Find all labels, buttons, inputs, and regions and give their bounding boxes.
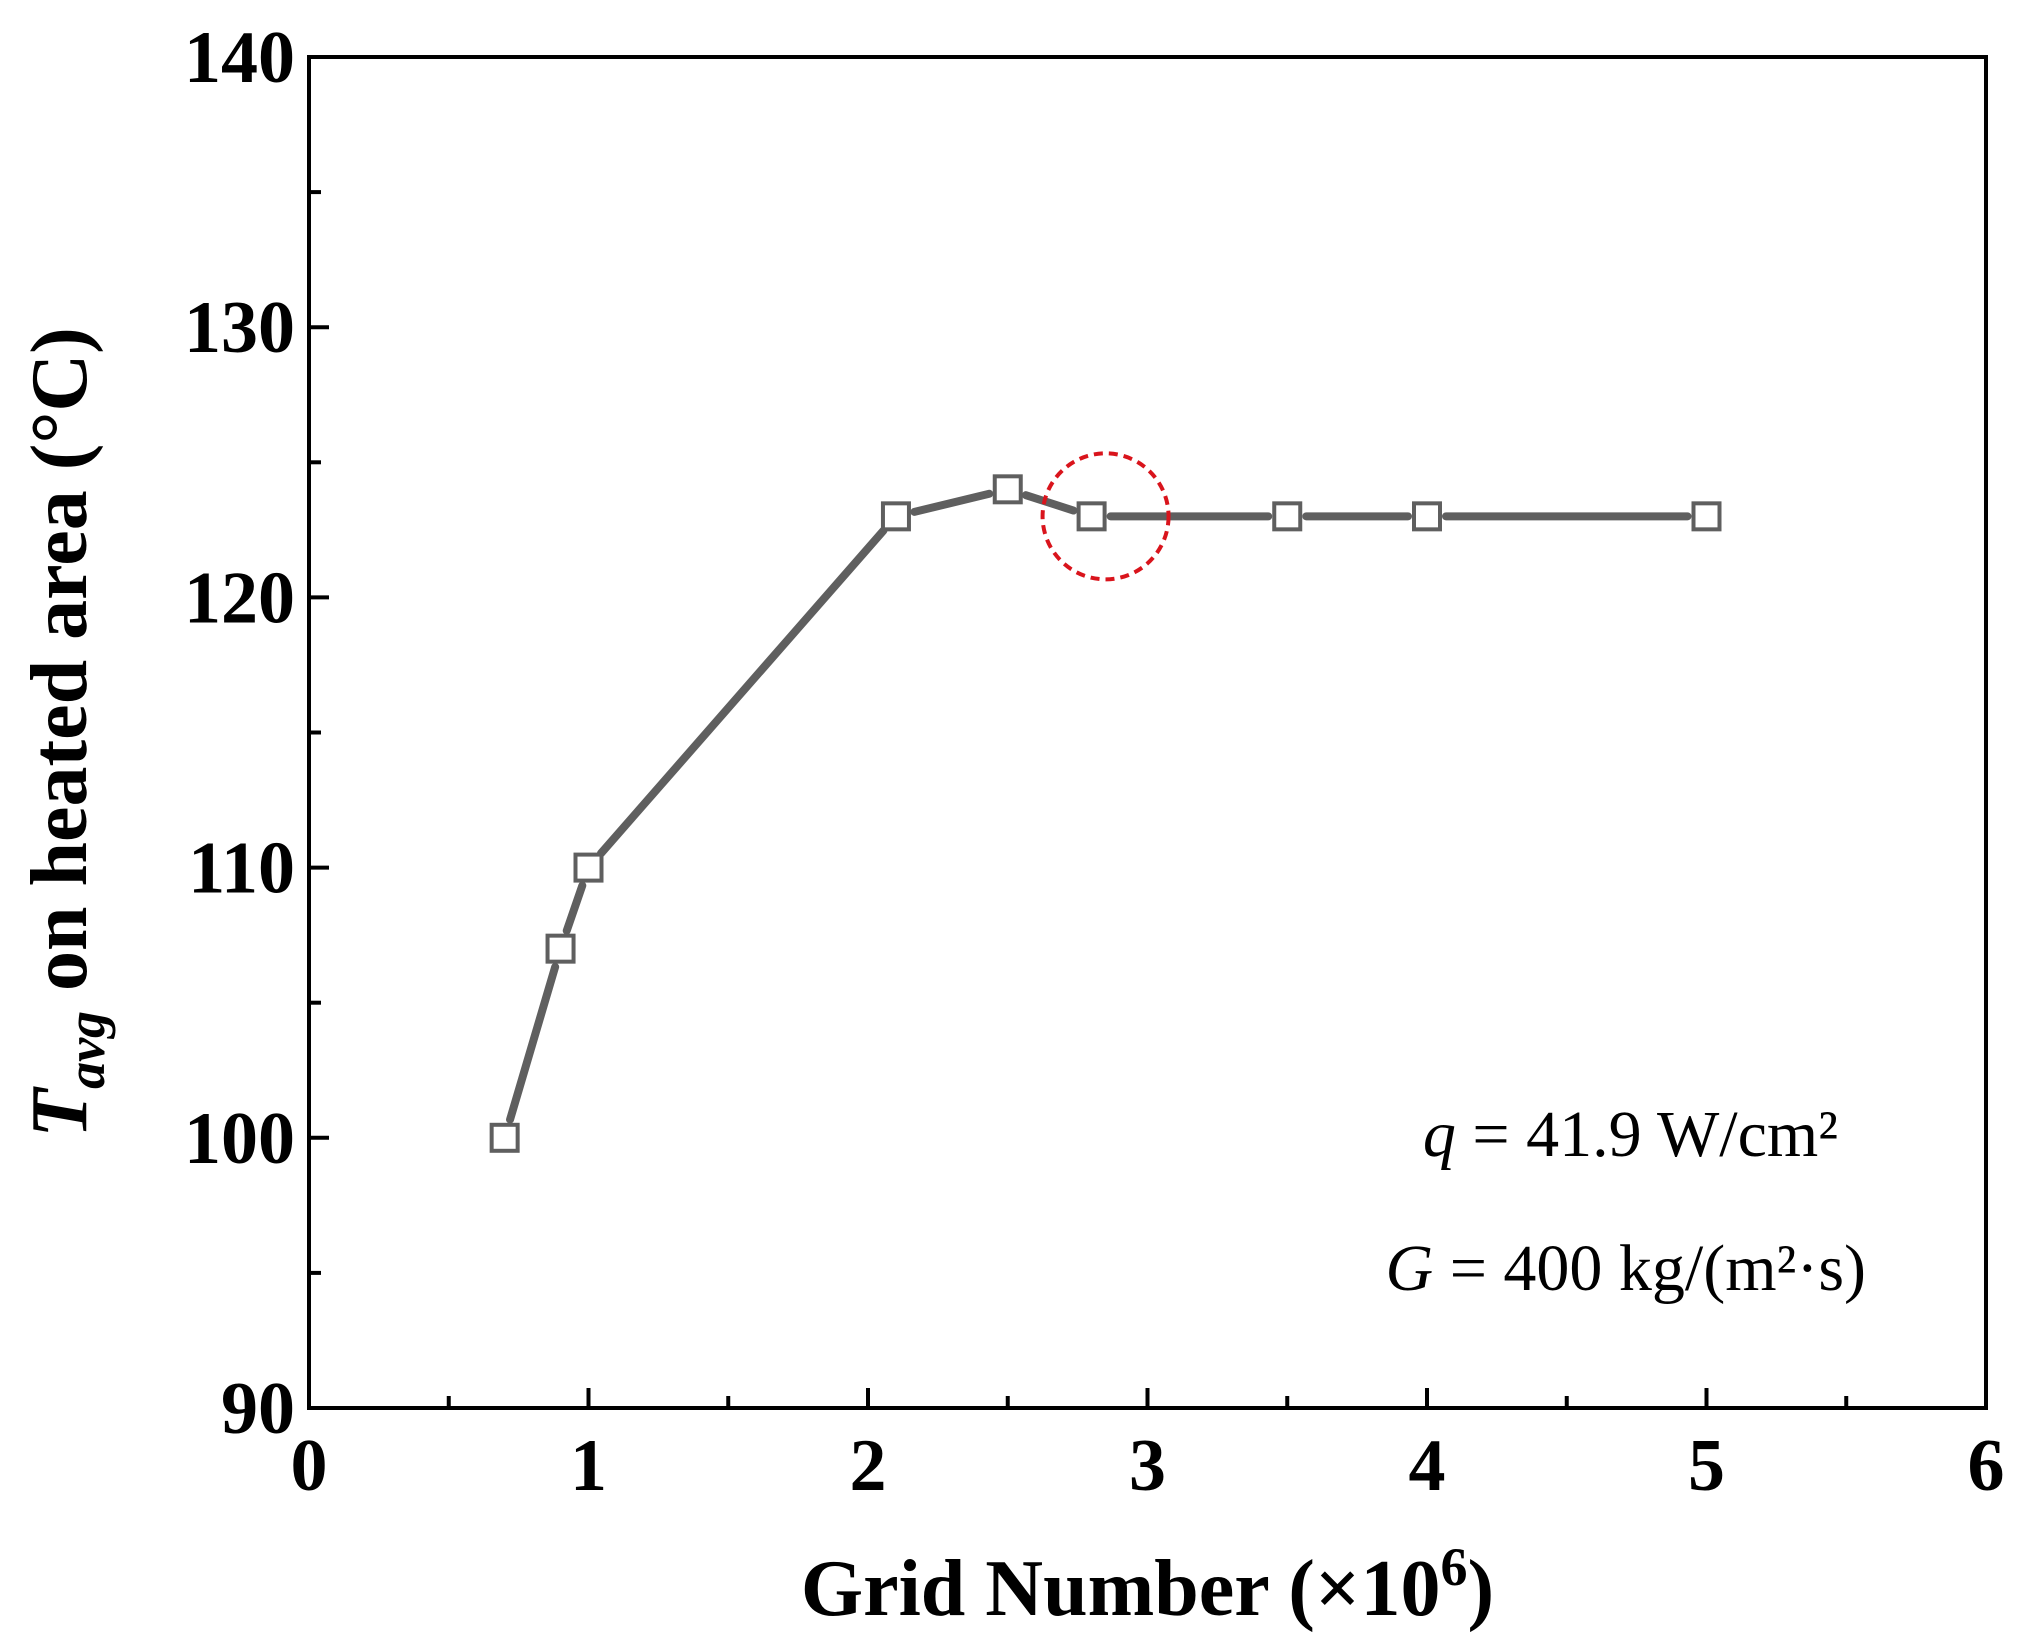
- y-axis-title-symbol: T: [16, 1086, 104, 1138]
- y-tick-label: 140: [184, 17, 295, 99]
- y-tick-label: 110: [188, 828, 295, 910]
- y-tick-label: 120: [184, 557, 295, 639]
- series-line: [489, 474, 1722, 1153]
- series-segment: [1021, 491, 1078, 515]
- x-tick-label: 2: [850, 1425, 887, 1507]
- data-point: [573, 852, 604, 883]
- highlight-circle: [1040, 451, 1171, 582]
- series-segment: [910, 489, 994, 516]
- y-tick-label: 130: [184, 287, 295, 369]
- x-tick-label: 0: [291, 1425, 328, 1507]
- x-axis-title-sup: 6: [1441, 1537, 1468, 1597]
- plot-frame: [307, 55, 1988, 1410]
- annotation-mass-flux-symbol: G: [1386, 1232, 1434, 1305]
- y-axis-title-rest: on heated area (°C): [16, 327, 104, 1011]
- annotation-heat-flux-text: = 41.9 W/cm²: [1456, 1098, 1838, 1171]
- x-tick-label: 5: [1688, 1425, 1725, 1507]
- series-segment: [597, 526, 888, 858]
- data-point: [1412, 501, 1442, 532]
- x-tick-label: 6: [1968, 1425, 2005, 1507]
- y-axis-title-sub: avg: [56, 1011, 116, 1089]
- x-axis-title-end: ): [1468, 1545, 1495, 1633]
- data-point: [489, 1122, 520, 1153]
- data-point: [545, 933, 576, 964]
- annotation-heat-flux: q = 41.9 W/cm²: [1423, 1098, 1838, 1171]
- series-segment: [562, 881, 587, 935]
- x-tick-label: 4: [1409, 1425, 1446, 1507]
- data-point: [1691, 501, 1722, 532]
- axis-ticks: [307, 55, 1988, 1410]
- data-point: [1076, 501, 1107, 532]
- x-tick-labels: 0 1 2 3 4 5 6: [291, 1425, 2005, 1507]
- data-point: [880, 501, 911, 532]
- y-tick-label: 100: [184, 1098, 295, 1180]
- annotation-mass-flux-text: = 400 kg/(m²·s): [1433, 1232, 1866, 1305]
- data-point: [1272, 501, 1303, 532]
- series-segment: [506, 962, 560, 1124]
- highlight-ring: [1040, 451, 1171, 582]
- annotation-mass-flux: G = 400 kg/(m²·s): [1386, 1232, 1866, 1305]
- y-tick-label: 90: [221, 1368, 295, 1450]
- x-tick-label: 1: [570, 1425, 607, 1507]
- x-axis-title: Grid Number (×106): [801, 1537, 1494, 1633]
- x-axis-title-main: Grid Number (×10: [801, 1545, 1441, 1633]
- y-tick-labels: 90 100 110 120 130 140: [184, 17, 295, 1450]
- data-point: [992, 474, 1023, 505]
- y-axis-title: Tavg on heated area (°C): [16, 327, 116, 1138]
- x-tick-label: 3: [1129, 1425, 1166, 1507]
- annotation-heat-flux-symbol: q: [1423, 1098, 1456, 1171]
